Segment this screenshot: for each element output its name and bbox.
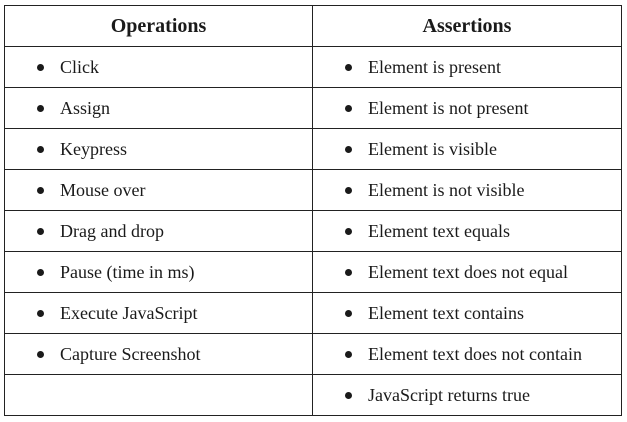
assertion-label: Element text does not equal xyxy=(368,261,568,282)
assertion-label: Element text does not contain xyxy=(368,343,582,364)
bullet-icon xyxy=(345,104,352,112)
assertion-cell: Element is not present xyxy=(312,87,622,129)
assertion-cell: Element is visible xyxy=(312,128,622,170)
operation-label: Capture Screenshot xyxy=(60,343,201,364)
bullet-icon xyxy=(37,145,44,153)
operation-cell: Mouse over xyxy=(4,169,313,211)
header-row: Operations Assertions xyxy=(4,5,622,47)
bullet-icon xyxy=(37,104,44,112)
table-row: Execute JavaScript Element text contains xyxy=(4,292,622,334)
table-row: Drag and drop Element text equals xyxy=(4,210,622,252)
assertion-label: Element is not present xyxy=(368,97,529,118)
table-row: Keypress Element is visible xyxy=(4,128,622,170)
bullet-icon xyxy=(345,227,352,235)
table-row: Click Element is present xyxy=(4,46,622,88)
operation-label: Assign xyxy=(60,97,111,118)
assertion-label: Element is not visible xyxy=(368,179,525,200)
bullet-icon xyxy=(345,391,352,399)
assertion-label: Element text equals xyxy=(368,220,510,241)
operation-label: Execute JavaScript xyxy=(60,302,198,323)
assertion-cell: Element text does not equal xyxy=(312,251,622,293)
operation-label: Click xyxy=(60,56,99,77)
assertion-cell: Element text contains xyxy=(312,292,622,334)
bullet-icon xyxy=(37,268,44,276)
assertion-label: Element text contains xyxy=(368,302,524,323)
bullet-icon xyxy=(37,309,44,317)
operation-label: Drag and drop xyxy=(60,220,164,241)
bullet-icon xyxy=(37,186,44,194)
table-row: Assign Element is not present xyxy=(4,87,622,129)
table-row: Mouse over Element is not visible xyxy=(4,169,622,211)
operation-cell: Click xyxy=(4,46,313,88)
assertion-label: Element is present xyxy=(368,56,501,77)
bullet-icon xyxy=(345,186,352,194)
assertion-cell: Element is not visible xyxy=(312,169,622,211)
operation-label: Pause (time in ms) xyxy=(60,261,195,282)
assertion-cell: Element text does not contain xyxy=(312,333,622,375)
table-row: Capture Screenshot Element text does not… xyxy=(4,333,622,375)
assertion-cell: Element text equals xyxy=(312,210,622,252)
operation-label: Keypress xyxy=(60,138,127,159)
operation-cell: Assign xyxy=(4,87,313,129)
bullet-icon xyxy=(345,268,352,276)
assertions-header: Assertions xyxy=(312,5,622,47)
operation-cell: Execute JavaScript xyxy=(4,292,313,334)
operation-cell: Pause (time in ms) xyxy=(4,251,313,293)
operation-label: Mouse over xyxy=(60,179,146,200)
assertion-label: JavaScript returns true xyxy=(368,384,530,405)
operation-cell: Keypress xyxy=(4,128,313,170)
bullet-icon xyxy=(345,63,352,71)
operation-cell-empty xyxy=(4,374,313,416)
assertion-cell: Element is present xyxy=(312,46,622,88)
assertion-label: Element is visible xyxy=(368,138,497,159)
table-row: Pause (time in ms) Element text does not… xyxy=(4,251,622,293)
operation-cell: Drag and drop xyxy=(4,210,313,252)
bullet-icon xyxy=(345,350,352,358)
assertion-cell: JavaScript returns true xyxy=(312,374,622,416)
bullet-icon xyxy=(37,350,44,358)
bullet-icon xyxy=(37,227,44,235)
operation-cell: Capture Screenshot xyxy=(4,333,313,375)
operations-header: Operations xyxy=(4,5,313,47)
operations-assertions-table: Operations Assertions Click Element is p… xyxy=(4,5,622,416)
bullet-icon xyxy=(345,145,352,153)
table-row: JavaScript returns true xyxy=(4,374,622,416)
bullet-icon xyxy=(345,309,352,317)
bullet-icon xyxy=(37,63,44,71)
